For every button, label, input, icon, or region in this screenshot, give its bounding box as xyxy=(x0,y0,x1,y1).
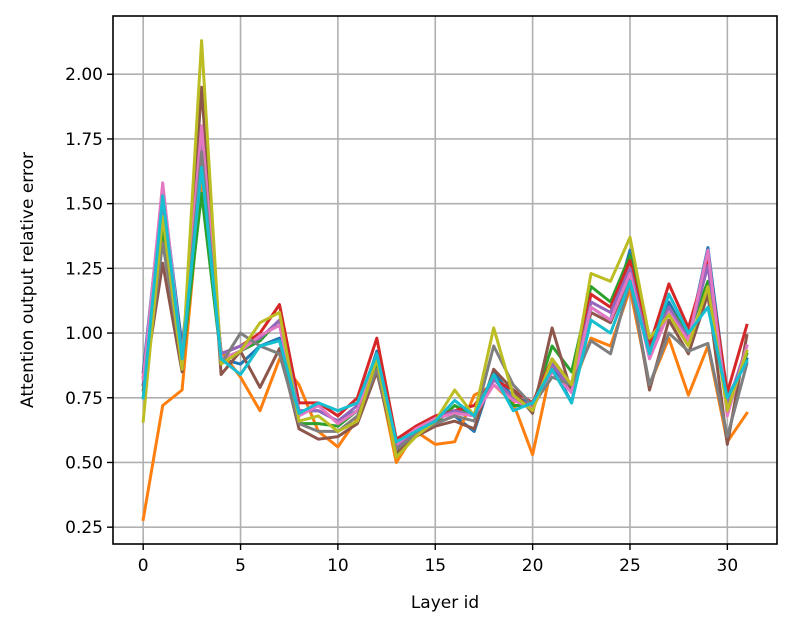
x-tick-label: 30 xyxy=(717,556,739,576)
x-tick-label: 20 xyxy=(522,556,544,576)
series-line-7 xyxy=(141,124,749,446)
x-axis-label: Layer id xyxy=(411,593,479,613)
series-line-5 xyxy=(141,137,749,449)
x-tick-label: 5 xyxy=(235,556,246,576)
plot-frame xyxy=(112,15,778,545)
series-line-10 xyxy=(141,165,749,444)
y-tick-label: 0.50 xyxy=(65,453,103,473)
x-tick-label: 15 xyxy=(424,556,446,576)
y-tick-label: 1.50 xyxy=(65,195,103,215)
y-tick-label: 1.25 xyxy=(65,259,103,279)
y-tick-label: 2.00 xyxy=(65,65,103,85)
y-tick-label: 0.75 xyxy=(65,389,103,409)
y-tick-label: 0.25 xyxy=(65,518,103,538)
y-tick-label: 1.75 xyxy=(65,130,103,150)
ticks: 0 5 10 15 20 25 30 0.25 0.50 0.75 1.00 1.25 1.50 1.75… xyxy=(65,65,738,576)
x-tick-label: 25 xyxy=(619,556,641,576)
y-tick-label: 1.00 xyxy=(65,324,103,344)
series-line-8 xyxy=(141,150,749,451)
series-line-9 xyxy=(141,39,749,459)
series-line-4 xyxy=(141,124,749,441)
x-tick-label: 10 xyxy=(327,556,349,576)
y-axis-label: Attention output relative error xyxy=(18,152,38,408)
x-tick-label: 0 xyxy=(138,556,149,576)
series-lines xyxy=(141,39,749,522)
